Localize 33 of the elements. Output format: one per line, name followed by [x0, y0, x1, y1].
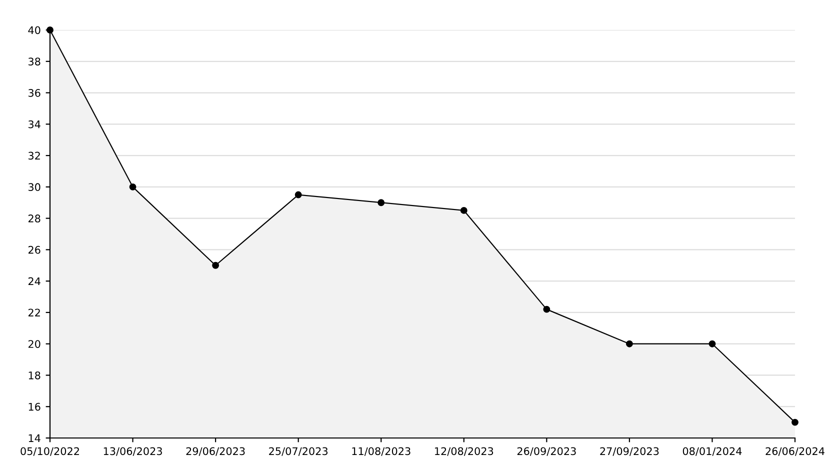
y-tick-label: 18 — [28, 371, 40, 380]
y-tick-label: 28 — [28, 214, 40, 222]
y-tick-label: 32 — [28, 152, 40, 160]
point — [129, 183, 136, 190]
y-tick-label: 38 — [28, 58, 40, 66]
y-tick-label: 30 — [28, 183, 40, 192]
x-tick-label: 27/09/2023 — [600, 447, 659, 456]
x-tick-label: 05/10/2022 — [20, 447, 79, 456]
y-tick-label: 24 — [28, 277, 40, 286]
y-tick-label: 26 — [28, 246, 40, 254]
point — [378, 199, 385, 206]
x-tick-label: 26/06/2024 — [766, 447, 824, 456]
point — [626, 340, 633, 348]
y-tick-label: 16 — [28, 402, 40, 411]
y-tick-label: 40 — [28, 26, 40, 34]
point — [792, 418, 798, 426]
x-tick-label: 13/06/2023 — [104, 447, 162, 456]
y-tick-label: 14 — [28, 434, 40, 442]
y-tick-label: 34 — [28, 120, 40, 128]
y-tick-label: 36 — [28, 88, 40, 97]
x-tick-label: 25/07/2023 — [269, 447, 328, 456]
x-tick-label: 29/06/2023 — [186, 447, 245, 456]
point — [460, 206, 468, 214]
x-tick-label: 26/09/2023 — [517, 447, 576, 456]
point — [543, 306, 550, 313]
point — [294, 191, 302, 198]
y-tick-label: 20 — [28, 340, 40, 348]
y-tick-label: 22 — [28, 308, 40, 316]
x-tick-label: 12/08/2023 — [435, 447, 494, 456]
point — [212, 262, 220, 269]
x-tick-label: 11/08/2023 — [352, 447, 410, 456]
point — [708, 340, 716, 348]
x-tick-label: 08/01/2024 — [682, 447, 742, 456]
